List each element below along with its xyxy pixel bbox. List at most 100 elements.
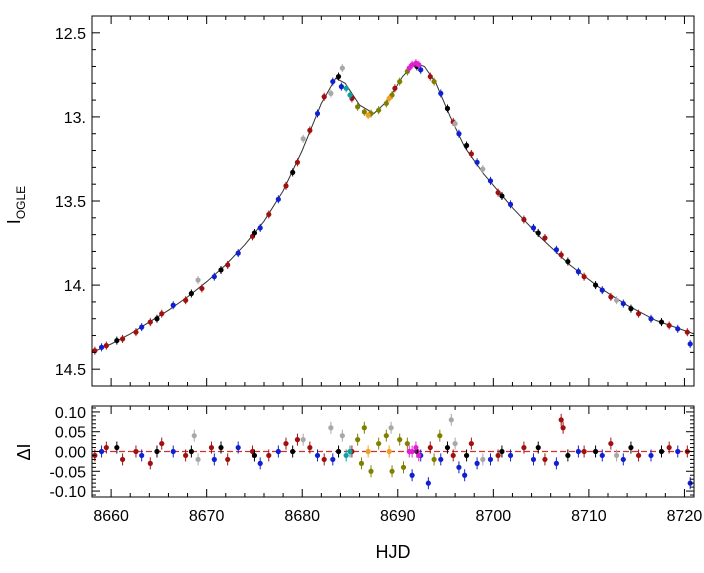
data-point xyxy=(499,193,505,199)
data-point xyxy=(257,225,263,231)
data-point xyxy=(294,437,301,443)
data-point xyxy=(211,274,217,280)
data-point xyxy=(456,464,462,470)
data-point xyxy=(553,247,560,253)
data-point xyxy=(365,448,371,455)
data-point xyxy=(275,196,281,202)
data-point xyxy=(542,235,548,241)
data-point xyxy=(191,433,197,439)
data-point xyxy=(648,452,654,459)
data-point xyxy=(147,460,153,466)
data-point xyxy=(208,444,215,451)
data-point xyxy=(307,127,313,133)
data-point xyxy=(463,452,470,459)
y-tick-label: -0.05 xyxy=(50,464,87,481)
data-point xyxy=(530,225,537,231)
data-point xyxy=(170,302,176,308)
y-tick-label: -0.10 xyxy=(50,484,87,501)
data-point xyxy=(283,183,289,189)
data-point xyxy=(139,452,145,459)
data-point xyxy=(330,78,336,85)
data-point xyxy=(535,230,541,236)
data-point xyxy=(249,448,256,455)
data-point xyxy=(103,343,109,349)
data-point xyxy=(495,189,501,196)
data-point xyxy=(413,444,419,451)
data-point xyxy=(294,159,301,165)
data-point xyxy=(159,311,165,317)
light-curve-panel: 12.5 13. 13.5 14. 14.5 xyxy=(55,15,695,387)
data-point xyxy=(358,460,365,466)
data-point xyxy=(608,440,614,447)
y-tick-label: 13.5 xyxy=(55,194,86,211)
data-point xyxy=(199,285,205,292)
data-point xyxy=(251,452,258,459)
data-point xyxy=(376,440,382,447)
data-point xyxy=(431,78,437,85)
data-point xyxy=(592,282,599,288)
data-point xyxy=(275,448,281,455)
data-point xyxy=(687,341,693,347)
data-point xyxy=(361,109,367,115)
data-point xyxy=(592,448,599,455)
data-point xyxy=(675,448,681,455)
data-point xyxy=(480,166,486,172)
data-point xyxy=(218,444,224,451)
data-point xyxy=(575,269,581,275)
data-point xyxy=(188,448,194,455)
data-point xyxy=(133,329,139,335)
data-point xyxy=(620,456,626,463)
data-point xyxy=(392,85,398,91)
data-point xyxy=(114,337,120,344)
data-point xyxy=(675,326,681,332)
data-point xyxy=(599,452,605,459)
data-point xyxy=(635,452,642,459)
data-point xyxy=(487,456,494,463)
data-point xyxy=(553,460,560,466)
data-point xyxy=(283,440,289,447)
data-point xyxy=(425,480,431,486)
data-point xyxy=(620,300,626,307)
data-point xyxy=(452,440,458,447)
data-point xyxy=(343,452,349,459)
data-point xyxy=(416,62,422,68)
data-point xyxy=(368,468,374,474)
y-tick-label: 0.00 xyxy=(55,445,86,462)
light-curve-data xyxy=(91,59,695,355)
x-tick-label: 8700 xyxy=(476,508,512,525)
data-point xyxy=(495,452,501,459)
data-point xyxy=(389,468,395,474)
data-point xyxy=(266,211,272,218)
data-point xyxy=(343,85,349,91)
x-axis-title: HJD xyxy=(376,542,411,562)
data-point xyxy=(480,456,486,463)
data-point xyxy=(290,169,296,176)
data-point xyxy=(628,306,634,312)
data-point xyxy=(558,417,564,423)
data-point xyxy=(314,110,321,117)
data-point xyxy=(444,444,451,451)
data-point xyxy=(195,456,201,463)
data-point xyxy=(147,319,153,325)
data-point xyxy=(437,433,443,439)
data-point xyxy=(330,456,336,463)
data-point xyxy=(535,444,541,451)
data-point xyxy=(614,452,620,459)
data-point xyxy=(355,437,361,443)
data-point xyxy=(462,472,468,478)
data-point xyxy=(98,344,105,350)
x-tick-label: 8720 xyxy=(667,508,703,525)
data-point xyxy=(211,456,217,463)
data-point xyxy=(507,452,514,459)
data-point xyxy=(409,472,415,478)
data-point xyxy=(188,290,194,297)
data-point xyxy=(658,448,665,455)
residuals-y-axis-title: ΔI xyxy=(14,443,34,460)
data-point xyxy=(114,444,120,451)
data-point xyxy=(599,287,605,293)
data-point xyxy=(450,452,456,459)
residuals-data xyxy=(92,413,694,490)
data-point xyxy=(427,444,433,451)
data-point xyxy=(565,258,571,265)
data-point xyxy=(560,425,566,431)
